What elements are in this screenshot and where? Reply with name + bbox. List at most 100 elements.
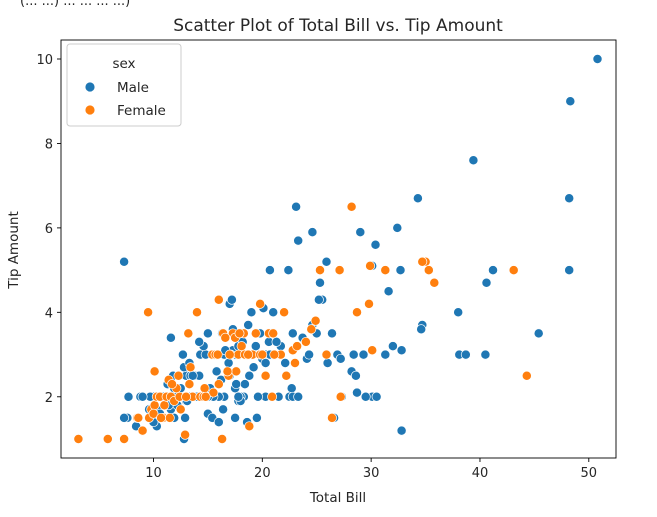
x-axis-label: Total Bill (309, 490, 366, 506)
data-point-male-160 (350, 370, 361, 381)
data-point-female-82 (279, 307, 290, 318)
data-point-female-32 (244, 421, 255, 432)
data-point-female-91 (167, 379, 177, 390)
data-point-male-42 (202, 328, 213, 339)
data-point-male-34 (358, 349, 369, 360)
data-point-male-44 (327, 328, 337, 339)
data-point-female-70 (148, 408, 159, 419)
x-tick-label-30: 30 (363, 466, 380, 481)
x-tick-label-40: 40 (472, 466, 489, 481)
data-point-female-15 (180, 429, 191, 440)
data-point-male-8 (392, 222, 403, 233)
data-point-female-51 (364, 298, 374, 309)
data-point-female-23 (217, 434, 228, 444)
data-point-male-4 (468, 155, 479, 166)
data-point-male-6 (291, 201, 302, 212)
data-point-male-121 (194, 336, 205, 347)
data-point-male-126 (248, 362, 259, 373)
data-point-male-15 (264, 265, 275, 276)
data-point-male-124 (226, 294, 237, 305)
data-point-male-90 (123, 391, 134, 402)
data-point-male-66 (286, 383, 297, 394)
data-point-female-71 (164, 412, 175, 423)
data-point-male-33 (396, 345, 407, 356)
data-point-male-16 (283, 265, 294, 276)
data-point-female-28 (231, 366, 242, 377)
data-point-male-151 (231, 379, 242, 390)
data-point-male-35 (387, 341, 398, 352)
data-point-female-97 (243, 349, 254, 360)
data-point-male-64 (352, 387, 362, 398)
data-point-male-21 (383, 286, 394, 297)
data-point-male-152 (271, 336, 282, 347)
data-point-male-112 (177, 349, 188, 360)
data-point-male-104 (211, 366, 222, 377)
data-point-female-54 (380, 265, 391, 276)
data-point-male-11 (293, 235, 304, 246)
data-point-female-94 (257, 349, 268, 360)
points-layer (73, 54, 603, 444)
y-tick-label-8: 8 (45, 137, 53, 152)
data-point-male-148 (218, 404, 229, 415)
data-point-female-58 (508, 265, 519, 276)
data-point-female-48 (335, 391, 346, 402)
data-point-female-49 (346, 201, 357, 212)
data-point-male-127 (239, 379, 250, 390)
data-point-female-33 (250, 328, 261, 339)
data-point-male-5 (412, 193, 423, 204)
data-point-female-61 (213, 294, 224, 305)
data-point-male-161 (260, 358, 271, 368)
data-point-male-19 (488, 265, 498, 276)
plot-frame (60, 39, 617, 459)
data-point-female-53 (367, 345, 378, 356)
data-point-female-62 (192, 307, 202, 318)
legend-box (66, 43, 182, 127)
data-point-male-0 (592, 54, 603, 64)
data-point-male-105 (223, 358, 234, 368)
data-point-female-42 (306, 324, 317, 335)
y-tick-label-6: 6 (45, 222, 53, 237)
data-point-male-149 (233, 391, 244, 402)
data-point-female-47 (334, 265, 345, 276)
chart-title: Scatter Plot of Total Bill vs. Tip Amoun… (173, 16, 503, 36)
data-point-male-167 (187, 370, 198, 381)
data-point-female-64 (173, 370, 184, 381)
data-point-female-10 (159, 400, 170, 411)
data-point-male-14 (395, 265, 406, 276)
y-axis-label: Tip Amount (6, 211, 22, 290)
data-point-female-44 (315, 265, 325, 276)
x-tick-label-20: 20 (254, 466, 271, 481)
legend-marker-female (84, 104, 96, 116)
data-point-female-68 (133, 412, 144, 423)
data-point-male-63 (396, 425, 407, 436)
data-point-female-92 (156, 412, 167, 423)
data-point-female-81 (267, 391, 278, 402)
data-point-female-63 (183, 328, 194, 339)
data-point-female-34 (255, 298, 266, 309)
data-point-female-67 (143, 307, 154, 318)
data-point-male-10 (307, 227, 318, 238)
data-point-female-52 (365, 260, 376, 271)
data-point-female-86 (220, 332, 231, 343)
data-point-male-29 (380, 349, 391, 360)
data-point-male-100 (213, 417, 224, 428)
data-point-female-76 (222, 366, 233, 377)
data-point-male-7 (355, 227, 366, 238)
data-point-female-83 (290, 358, 300, 368)
data-point-female-87 (212, 349, 223, 360)
legend-label-male: Male (117, 80, 149, 96)
data-point-male-3 (564, 265, 575, 276)
data-point-male-162 (243, 320, 254, 330)
data-point-male-70 (253, 391, 263, 402)
data-point-male-58 (335, 353, 346, 364)
data-point-male-2 (564, 193, 575, 204)
data-point-male-20 (119, 256, 130, 267)
data-point-female-96 (224, 349, 235, 360)
data-point-male-72 (293, 391, 304, 402)
data-point-male-38 (287, 328, 298, 339)
y-tick-label-2: 2 (45, 391, 53, 406)
data-point-female-37 (268, 328, 279, 339)
data-point-female-39 (281, 370, 292, 381)
data-point-female-41 (292, 341, 303, 352)
data-point-female-66 (149, 366, 160, 377)
